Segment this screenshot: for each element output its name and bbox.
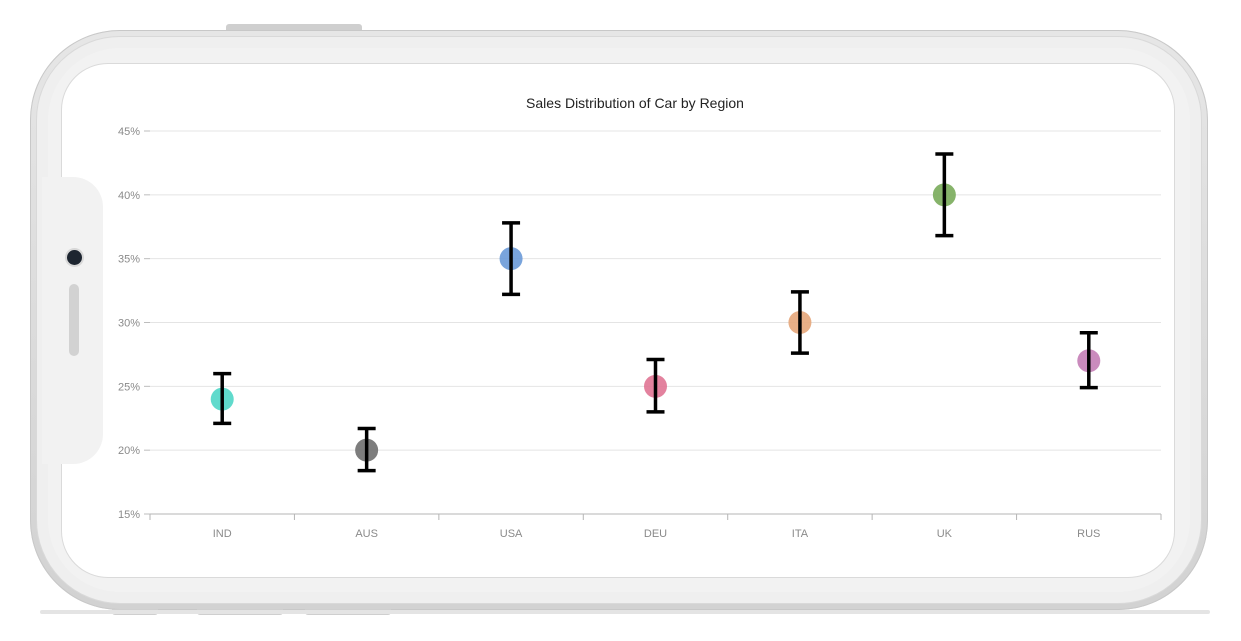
x-tick-label: USA (500, 528, 523, 540)
camera-icon (67, 250, 82, 265)
device-shadow (40, 610, 1210, 614)
x-tick-label: ITA (792, 528, 809, 540)
data-point-group (644, 357, 667, 414)
x-tick-label: UK (937, 528, 953, 540)
y-tick-label: 35% (118, 254, 140, 266)
y-tick-label: 45% (118, 126, 140, 138)
device-top-button (226, 24, 362, 30)
axes: 15% 20% 25% 30% 35% 40% 45% IND AUS USA DEU ITA UK RU… (118, 126, 1162, 540)
data-point-group (932, 152, 956, 238)
data-point-group (355, 426, 379, 473)
y-tick-label: 40% (118, 190, 140, 202)
device-screen (62, 64, 1174, 577)
y-tick-label: 15% (118, 509, 140, 521)
data-point-group (210, 371, 234, 426)
x-tick-label: AUS (355, 528, 378, 540)
x-tick-label: DEU (644, 528, 667, 540)
speaker-grille (69, 284, 79, 356)
data-marks (210, 152, 1101, 473)
data-point-group (1077, 330, 1101, 390)
y-tick-label: 30% (118, 318, 140, 330)
chart-title: Sales Distribution of Car by Region (526, 95, 744, 111)
y-tick-label: 20% (118, 445, 140, 457)
x-tick-label: IND (213, 528, 232, 540)
y-tick-label: 25% (118, 381, 140, 393)
data-point-group (499, 221, 523, 297)
data-point-group (788, 290, 812, 355)
x-tick-label: RUS (1077, 528, 1100, 540)
